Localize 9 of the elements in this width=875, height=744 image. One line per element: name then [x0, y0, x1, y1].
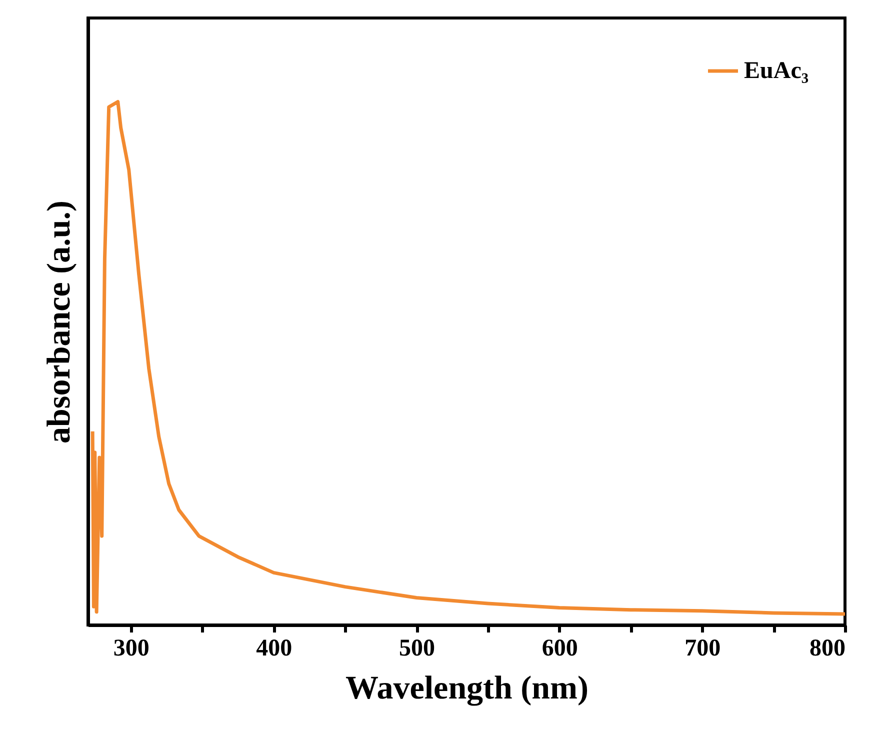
x-tick-label: 400	[256, 636, 292, 662]
x-tick-label: 500	[399, 636, 436, 662]
legend-label: EuAc₃	[744, 58, 809, 84]
x-tick-label: 700	[684, 636, 721, 662]
x-tick-label: 600	[542, 636, 578, 662]
x-tick-label: 300	[113, 636, 150, 662]
x-tick-label: 800	[810, 636, 846, 662]
x-axis-title: Wavelength (nm)	[346, 670, 588, 706]
y-axis-title: absorbance (a.u.)	[42, 200, 78, 444]
